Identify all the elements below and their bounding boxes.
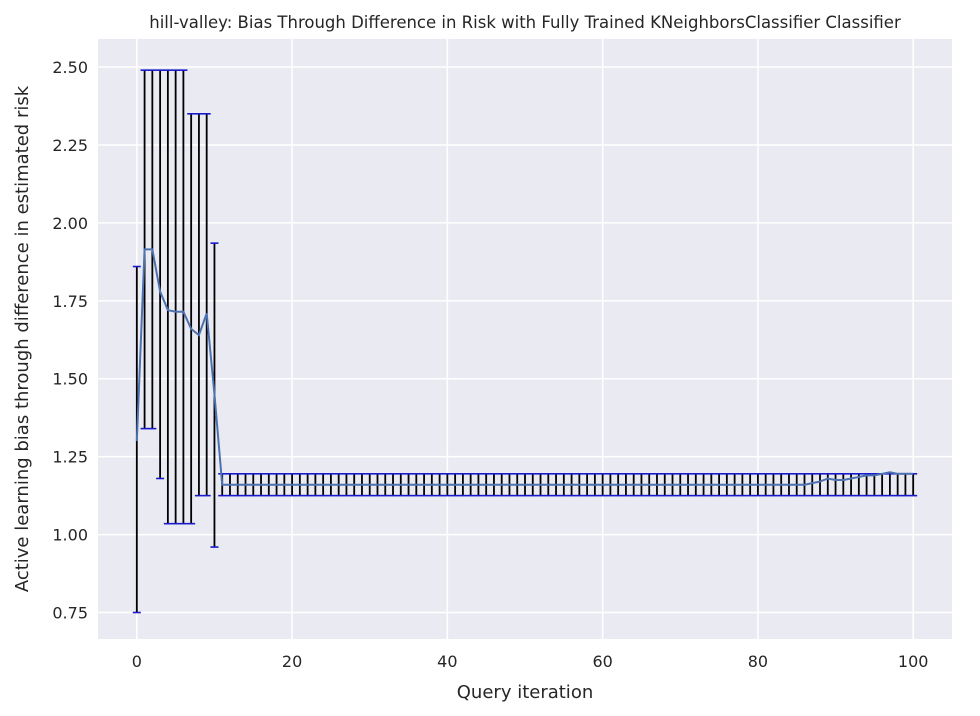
x-axis-ticks: 0 20 40 60 80 100 (132, 652, 929, 671)
x-tick-label: 60 (592, 652, 612, 671)
y-tick-label: 2.50 (52, 58, 88, 77)
y-tick-label: 0.75 (52, 604, 88, 623)
y-axis-label: Active learning bias through difference … (12, 85, 33, 592)
plot-area (98, 39, 952, 639)
y-tick-label: 1.75 (52, 292, 88, 311)
x-tick-label: 20 (282, 652, 302, 671)
x-tick-label: 100 (898, 652, 929, 671)
y-tick-label: 1.00 (52, 526, 88, 545)
y-axis-ticks: 0.75 1.00 1.25 1.50 1.75 2.00 2.25 2.50 (52, 58, 88, 622)
x-axis-label: Query iteration (457, 682, 593, 703)
x-tick-label: 80 (748, 652, 768, 671)
x-tick-label: 0 (132, 652, 142, 671)
y-tick-label: 2.00 (52, 214, 88, 233)
y-tick-label: 1.25 (52, 448, 88, 467)
chart-title: hill-valley: Bias Through Difference in … (149, 13, 901, 32)
x-tick-label: 40 (437, 652, 457, 671)
y-tick-label: 2.25 (52, 136, 88, 155)
grid (98, 39, 952, 639)
y-tick-label: 1.50 (52, 370, 88, 389)
series-line (135, 248, 914, 486)
